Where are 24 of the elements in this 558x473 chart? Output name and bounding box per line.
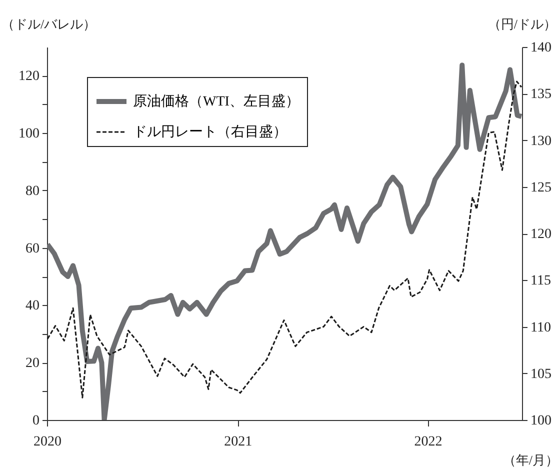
y-tick-label: 0 <box>32 414 40 428</box>
legend-label: ドル円レート（右目盛） <box>133 124 287 140</box>
y2-tick-label: 120 <box>530 227 552 242</box>
y2-tick-label: 125 <box>530 180 552 196</box>
y-tick-label: 20 <box>26 356 40 372</box>
x-tick-label: 2022 <box>414 434 442 450</box>
y2-tick-label: 100 <box>530 414 552 428</box>
y2-axis-title: （円/ドル） <box>488 16 556 32</box>
y2-tick-label: 105 <box>530 366 552 382</box>
x-tick-label: 2020 <box>34 434 62 450</box>
legend-label: 原油価格（WTI、左目盛） <box>133 94 300 110</box>
x-tick-label: 2021 <box>224 434 252 450</box>
y-axis-title: （ドル/バレル） <box>2 16 96 32</box>
y-tick-label: 60 <box>26 241 40 256</box>
y2-tick-label: 130 <box>530 134 552 149</box>
y-tick-label: 80 <box>26 184 40 199</box>
y2-tick-label: 110 <box>530 320 551 336</box>
y2-tick-label: 115 <box>530 274 551 289</box>
y2-tick-label: 140 <box>530 40 552 56</box>
y2-tick-label: 135 <box>530 87 552 102</box>
x-axis-title: （年/月） <box>502 452 558 468</box>
y-tick-label: 100 <box>18 126 40 142</box>
y-tick-label: 40 <box>26 298 40 314</box>
y-tick-label: 120 <box>18 69 40 84</box>
